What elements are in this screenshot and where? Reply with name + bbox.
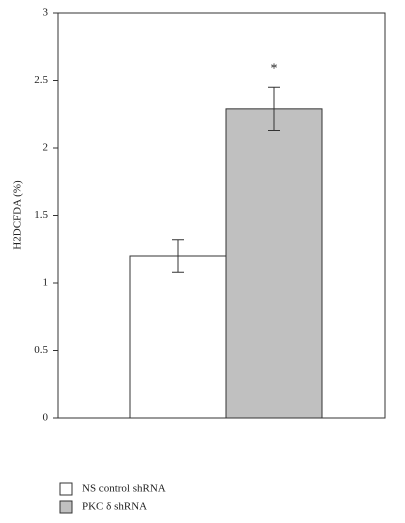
y-tick-label: 2.5	[34, 74, 48, 86]
legend-swatch	[59, 500, 73, 514]
error-bar	[172, 239, 184, 273]
legend-swatch	[59, 482, 73, 496]
y-axis-label: H2DCFDA (%)	[12, 180, 24, 250]
annotation: *	[271, 61, 278, 76]
legend-label: NS control shRNA	[82, 483, 166, 495]
y-tick-label: 2	[43, 142, 49, 154]
y-tick-label: 1	[43, 277, 49, 289]
bar	[225, 108, 323, 419]
error-bar	[268, 86, 280, 131]
y-tick-label: 0	[43, 412, 49, 424]
y-tick-label: 0.5	[34, 344, 48, 356]
y-tick-label: 1.5	[34, 209, 48, 221]
legend-label: PKC δ shRNA	[82, 501, 147, 513]
bar	[129, 255, 227, 419]
y-tick-label: 3	[43, 7, 49, 19]
